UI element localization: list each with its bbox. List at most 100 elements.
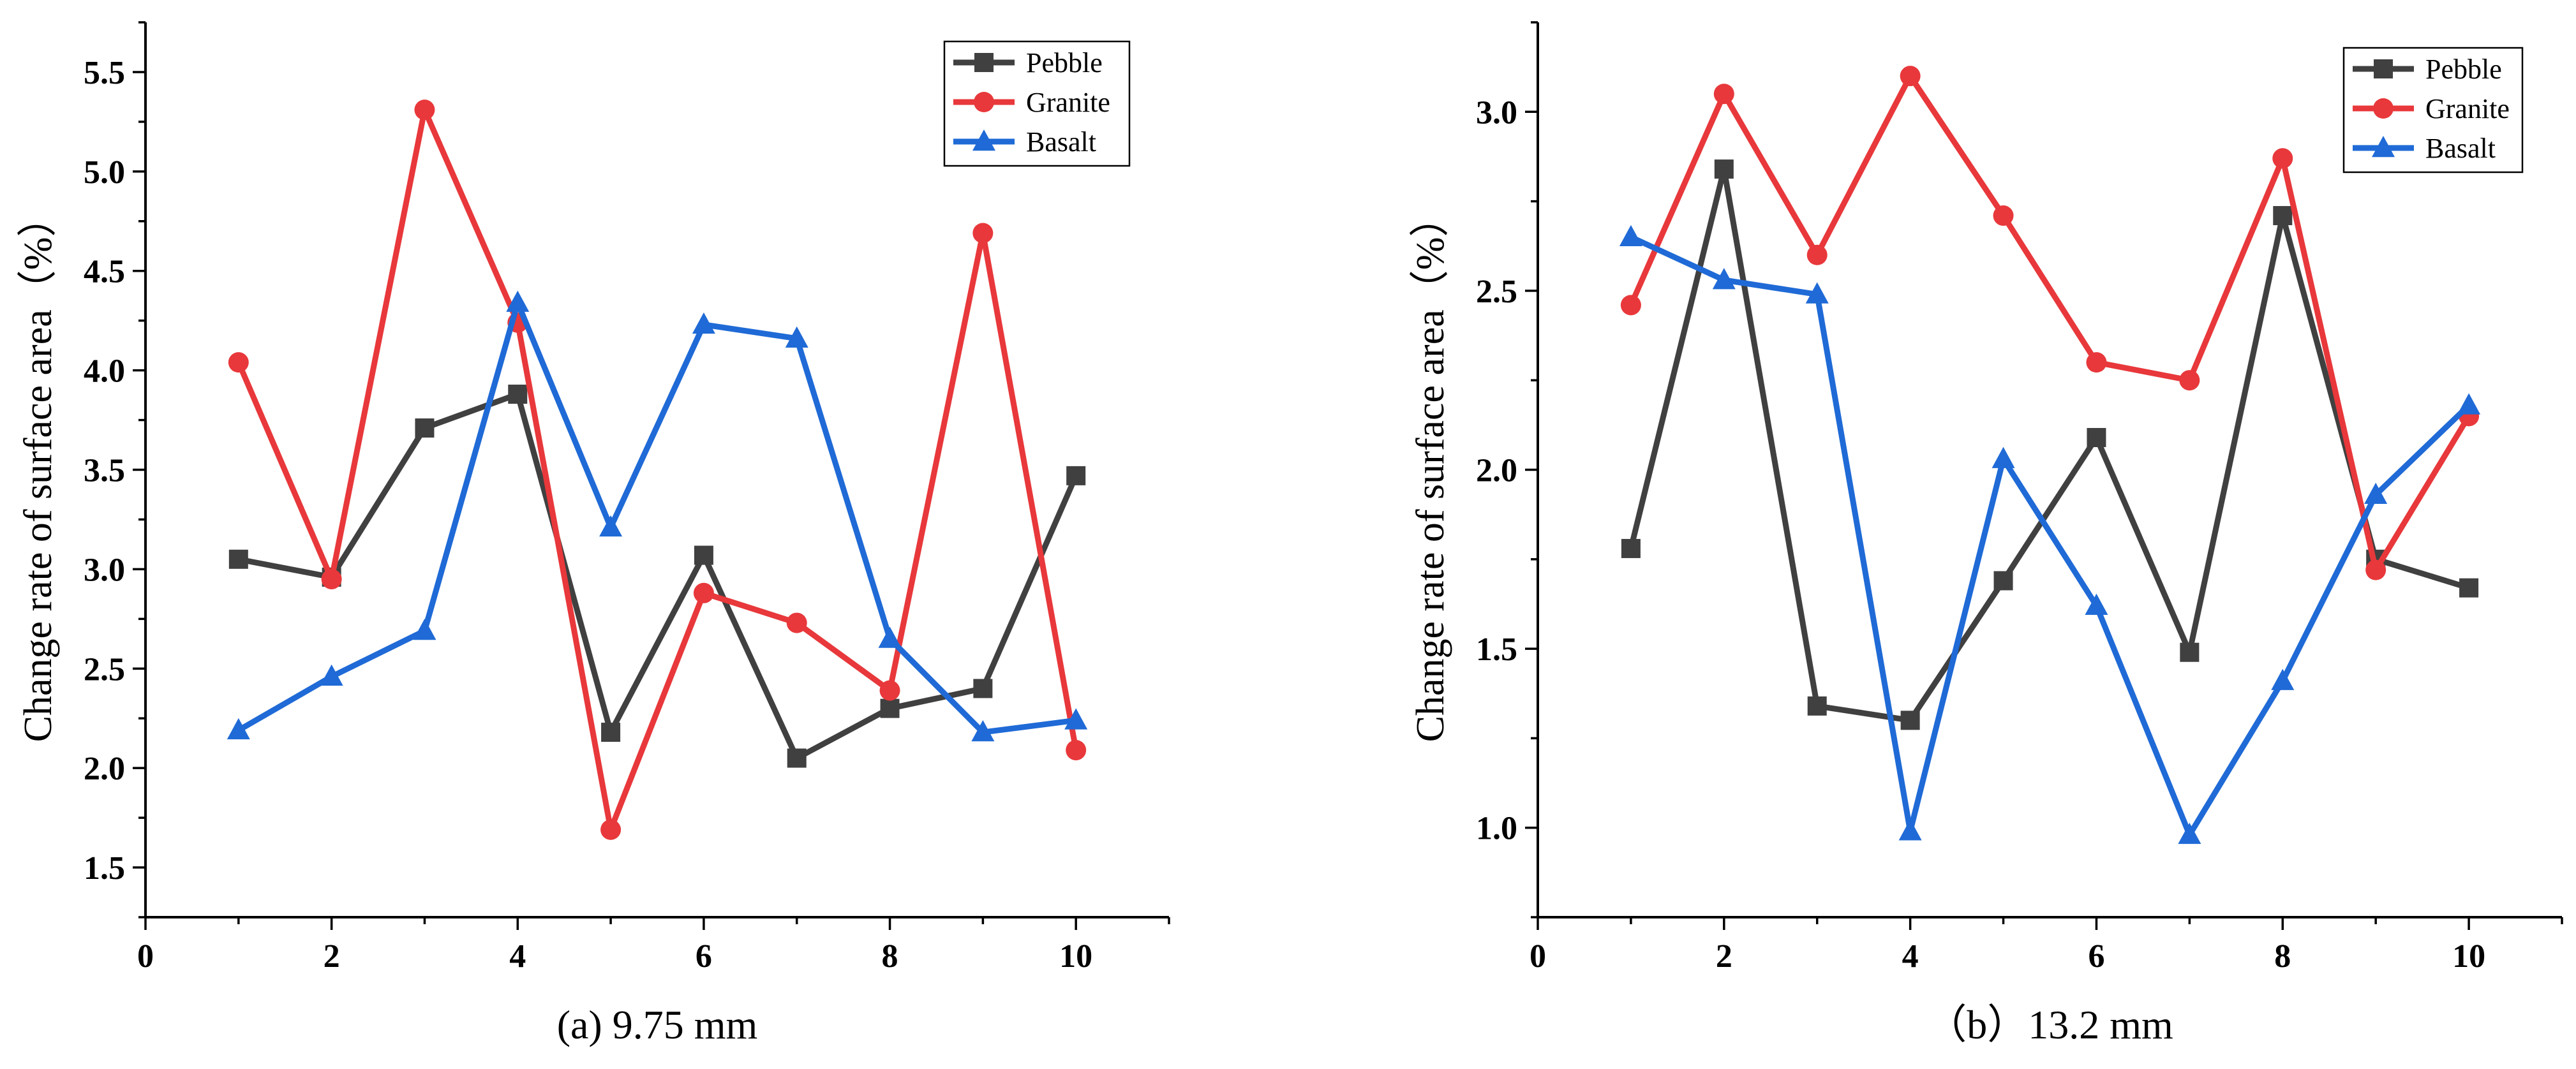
legend-label: Granite [2425, 93, 2510, 124]
data-point [973, 679, 993, 698]
y-tick-label: 2.0 [1476, 453, 1517, 489]
series-granite [228, 100, 1087, 840]
y-tick-label: 1.0 [1476, 811, 1517, 847]
legend-label: Granite [1026, 87, 1110, 118]
data-point [506, 290, 530, 312]
x-tick-label: 6 [2088, 938, 2104, 975]
x-tick-label: 0 [137, 938, 154, 975]
x-tick-label: 10 [2452, 938, 2485, 975]
data-point [2459, 578, 2479, 598]
y-tick-label: 3.0 [1476, 94, 1517, 131]
legend-marker [2373, 98, 2394, 119]
series-line [237, 391, 1079, 762]
series-line [1630, 234, 2471, 838]
data-point [2457, 393, 2481, 415]
data-point [1066, 740, 1087, 761]
legend-marker [2372, 136, 2395, 158]
legend-marker [2374, 59, 2393, 78]
data-point [508, 385, 528, 404]
data-point [878, 626, 902, 648]
y-axis-title: Change rate of surface area（%） [1409, 198, 1452, 742]
data-point [786, 612, 807, 633]
y-tick-label: 1.5 [1476, 631, 1517, 668]
legend: Pebble Granite Basalt [943, 40, 1131, 167]
data-point [1805, 282, 1829, 304]
legend: Pebble Granite Basalt [2342, 47, 2524, 173]
series-line [1628, 73, 2471, 573]
data-point [228, 352, 249, 373]
y-tick-label: 5.0 [84, 154, 125, 191]
data-point [1898, 819, 1922, 841]
data-point [972, 223, 994, 244]
data-point [1714, 159, 1734, 179]
x-tick-label: 8 [2274, 938, 2291, 975]
panel-caption: （b）13.2 mm [1926, 1002, 2173, 1047]
data-point [1900, 66, 1921, 87]
x-tick-label: 4 [509, 938, 526, 975]
data-point [2271, 668, 2295, 690]
data-point [599, 515, 623, 537]
data-point [2272, 148, 2293, 169]
x-tick-label: 0 [1530, 938, 1546, 975]
data-point [227, 718, 250, 740]
legend-label: Basalt [2425, 133, 2496, 164]
data-point [1712, 268, 1736, 290]
series-line [237, 300, 1076, 735]
legend-label: Basalt [1026, 126, 1096, 158]
data-point [787, 748, 807, 768]
series-basalt [227, 290, 1088, 742]
legend-label: Pebble [2425, 54, 2502, 85]
data-point [694, 545, 713, 565]
y-tick-label: 4.0 [84, 353, 125, 390]
x-tick-label: 2 [324, 938, 340, 975]
data-point [2179, 370, 2200, 391]
panel-caption: (a) 9.75 mm [557, 1002, 758, 1047]
y-axis-title: Change rate of surface area（%） [17, 198, 60, 742]
y-tick-label: 2.0 [84, 751, 125, 787]
data-point [601, 723, 621, 742]
data-point [2087, 427, 2106, 447]
data-point [785, 326, 808, 348]
data-point [1806, 244, 1828, 265]
series-line [1628, 166, 2470, 723]
data-point [1992, 446, 2015, 468]
data-point [1993, 571, 2013, 591]
data-point [1621, 538, 1641, 558]
series-granite [1620, 66, 2480, 580]
data-point [2364, 482, 2388, 505]
data-point [1619, 225, 1642, 246]
data-point [321, 568, 342, 589]
series-basalt [1619, 225, 2481, 844]
data-point [415, 418, 435, 438]
data-point [600, 819, 622, 840]
x-tick-label: 10 [1059, 938, 1092, 975]
y-tick-label: 2.5 [1476, 274, 1517, 310]
data-point [1900, 711, 1920, 730]
data-point [228, 549, 248, 569]
data-point [2178, 822, 2201, 844]
data-point [693, 582, 714, 603]
y-tick-label: 5.5 [84, 55, 125, 91]
y-tick-label: 4.5 [84, 254, 125, 290]
data-point [692, 312, 715, 334]
legend-marker [972, 129, 995, 151]
data-point [2086, 352, 2107, 373]
data-point [1993, 205, 2014, 226]
series-line [235, 107, 1079, 833]
y-tick-label: 1.5 [84, 850, 125, 887]
chart-panel-b: 0 2 4 6 8 10 1.0 1.5 2.0 2.5 3.0 Change rate of sur… [1409, 21, 2563, 1047]
data-point [413, 619, 436, 640]
y-tick-label: 3.0 [84, 552, 125, 588]
data-point [320, 664, 343, 686]
x-tick-label: 6 [696, 938, 712, 975]
x-tick-label: 8 [882, 938, 898, 975]
data-point [971, 720, 995, 742]
data-point [879, 680, 900, 701]
data-point [1620, 295, 1641, 316]
data-point [880, 698, 900, 718]
data-point [2273, 206, 2293, 226]
chart-panel-a: 0 2 4 6 8 10 1.5 2.0 2.5 3.0 3.5 4.0 4.5 5.0 5.5 Change… [17, 21, 1170, 1047]
legend-marker [974, 92, 994, 112]
data-point [2365, 559, 2386, 580]
data-point [1807, 696, 1827, 716]
